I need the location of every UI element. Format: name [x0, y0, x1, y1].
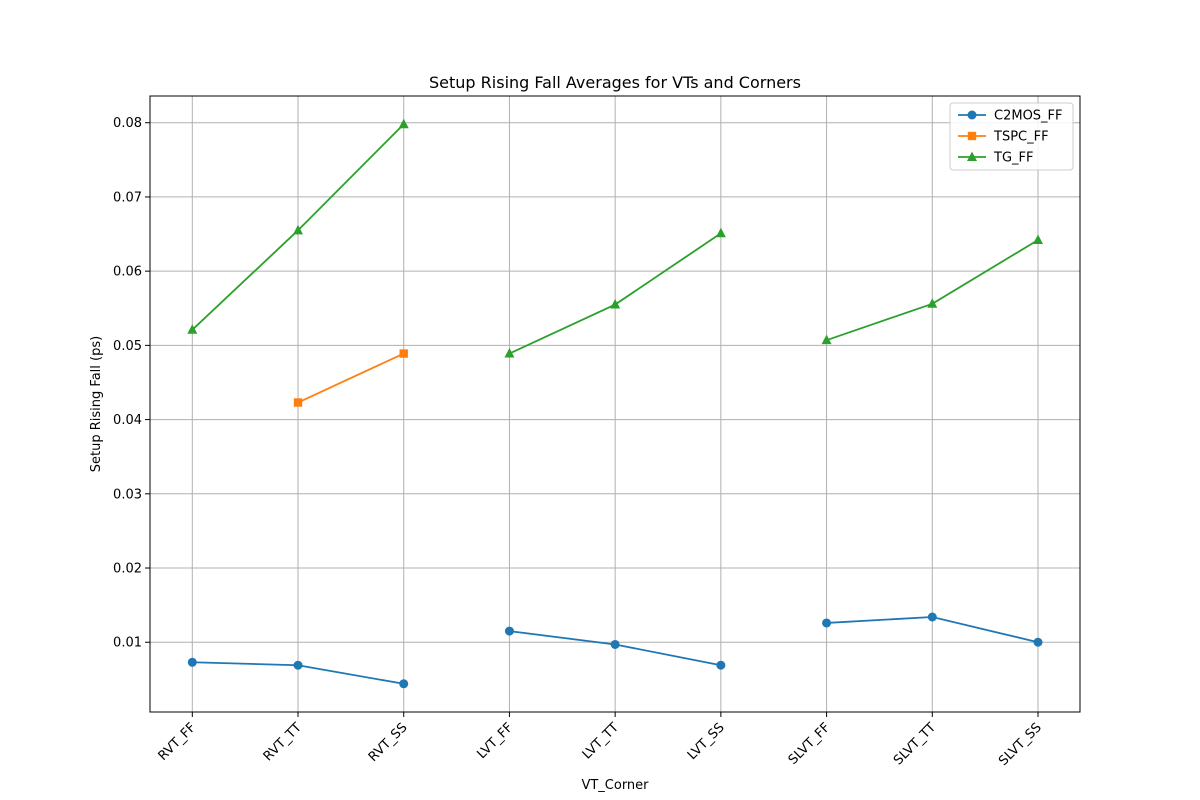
data-point: [293, 224, 304, 235]
data-point: [610, 299, 621, 309]
data-point: [1033, 637, 1043, 647]
legend: C2MOS_FF TSPC_FF TG_FF: [949, 102, 1074, 171]
series-layer: [187, 118, 1043, 689]
series-tg-ff: [187, 118, 1043, 358]
data-point: [399, 679, 409, 689]
chart-title: Setup Rising Fall Averages for VTs and C…: [429, 73, 801, 92]
data-point: [293, 398, 303, 407]
data-point: [399, 349, 408, 358]
y-tick-label: 0.05: [113, 339, 142, 354]
data-point: [293, 660, 303, 670]
y-tick-label: 0.08: [113, 116, 142, 131]
data-point: [821, 334, 832, 345]
x-axis-label: VT_Corner: [581, 778, 649, 793]
data-point: [398, 118, 409, 129]
data-point: [715, 227, 726, 238]
y-tick-label: 0.02: [113, 562, 142, 577]
legend-label: TSPC_FF: [993, 130, 1049, 145]
legend-marker: [967, 151, 977, 161]
data-point: [187, 657, 197, 667]
y-tick-label: 0.03: [113, 487, 142, 502]
y-tick-label: 0.04: [113, 413, 142, 428]
y-axis-label: Setup Rising Fall (ps): [89, 336, 104, 472]
data-point: [716, 660, 726, 670]
y-tick-label: 0.01: [113, 636, 142, 651]
y-tick-label: 0.06: [113, 265, 142, 280]
legend-label: C2MOS_FF: [994, 109, 1063, 124]
data-point: [927, 612, 937, 622]
data-point: [187, 324, 198, 334]
legend-marker: [967, 110, 977, 120]
legend-marker: [967, 131, 977, 141]
data-point: [504, 626, 514, 636]
data-point: [504, 348, 515, 358]
series-tspc-ff: [293, 349, 408, 407]
data-point: [610, 639, 620, 649]
legend-label: TG_FF: [993, 151, 1033, 166]
series-line: [297, 352, 405, 404]
data-point: [822, 618, 832, 628]
legend-box: [949, 102, 1074, 171]
data-point: [1033, 234, 1043, 244]
series-c2mos-ff: [187, 612, 1043, 689]
data-point: [927, 298, 938, 308]
y-tick-label: 0.07: [113, 190, 142, 205]
